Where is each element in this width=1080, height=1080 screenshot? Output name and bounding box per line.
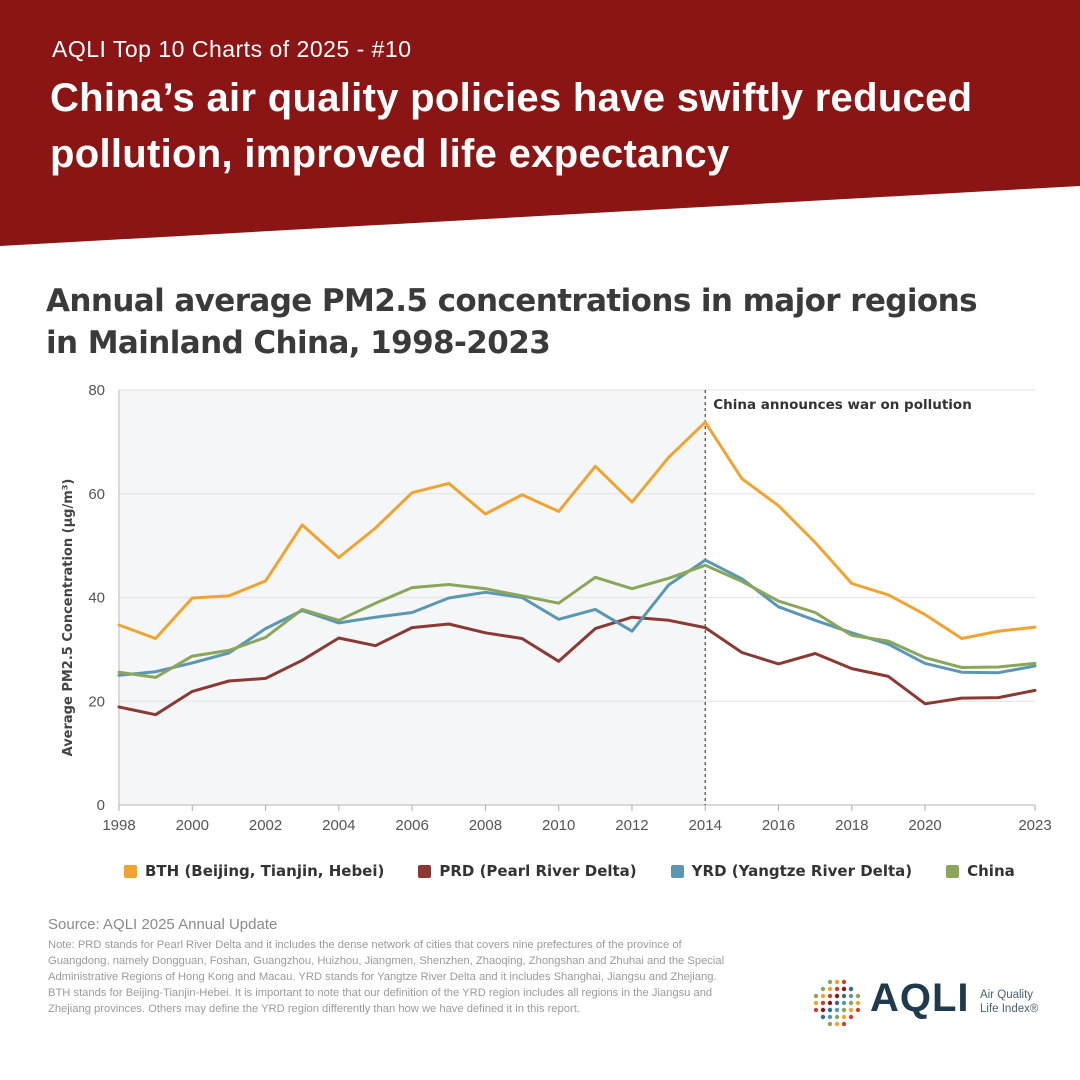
series-line-yrd: [117, 558, 1037, 677]
x-tick-label: 2020: [908, 817, 941, 834]
logo-dot: [827, 1007, 833, 1013]
x-tick-label: 2006: [395, 817, 428, 834]
legend-swatch-prd: [418, 864, 432, 878]
x-tick-label: 2012: [615, 817, 648, 834]
logo-dot: [855, 1000, 861, 1006]
legend-item-yrd: YRD (Yangtze River Delta): [670, 862, 913, 880]
x-tick-label: 2004: [322, 817, 355, 834]
x-tick-label: 2014: [689, 817, 722, 834]
y-tick-label: 20: [88, 693, 105, 710]
x-tick-label: 2010: [542, 817, 575, 834]
banner-headline: China’s air quality policies have swiftl…: [50, 76, 973, 176]
series-line-china: [117, 563, 1037, 679]
logo-dot: [834, 993, 840, 999]
logo-dot: [855, 993, 861, 999]
note-text: Note: PRD stands for Pearl River Delta a…: [48, 939, 725, 1015]
legend-label-prd: PRD (Pearl River Delta): [439, 862, 637, 880]
series-line-bth: [117, 420, 1037, 640]
logo-dot: [820, 1000, 826, 1006]
banner-kicker: AQLI Top 10 Charts of 2025 - #10: [52, 36, 412, 62]
legend-swatch-bth: [124, 864, 137, 878]
legend-item-bth: BTH (Beijing, Tianjin, Hebei): [124, 862, 384, 880]
x-tick-label: 2018: [835, 817, 868, 834]
logo-dot: [834, 979, 840, 985]
logo-dot: [841, 1021, 847, 1027]
legend-label-bth: BTH (Beijing, Tianjin, Hebei): [145, 862, 385, 880]
logo-dot: [848, 1000, 854, 1006]
logo-dot: [834, 1007, 840, 1013]
logo-subtitle: Air Quality Life Index®: [980, 989, 1039, 1015]
chart-title: Annual average PM2.5 concentrations in m…: [46, 283, 978, 361]
logo-dot: [813, 993, 819, 999]
logo-dot: [848, 1007, 854, 1013]
logo-dot: [841, 1000, 847, 1006]
logo-dot: [834, 1021, 840, 1027]
legend-label-china: China: [967, 862, 1015, 880]
source-text: Source: AQLI 2025 Annual Update: [48, 916, 278, 933]
aqli-logo: AQLI Air Quality Life Index®: [808, 972, 1048, 1032]
logo-dot: [841, 986, 847, 992]
logo-dot: [855, 1007, 861, 1013]
logo-dot: [820, 1007, 826, 1013]
legend-swatch-yrd: [670, 864, 684, 878]
logo-dot: [834, 1000, 840, 1006]
logo-dot: [834, 986, 840, 992]
y-tick-label: 80: [88, 382, 105, 399]
logo-dot: [841, 1007, 847, 1013]
logo-dot: [841, 979, 847, 985]
logo-dot: [848, 993, 854, 999]
x-tick-label: 2000: [176, 817, 209, 834]
y-tick-label: 60: [88, 486, 105, 503]
x-tick-label: 1998: [102, 817, 135, 834]
y-axis-label: Average PM2.5 Concentration (µg/m³): [61, 479, 76, 757]
aqli-logo-mark: [813, 979, 861, 1027]
logo-dot: [827, 993, 833, 999]
x-tick-label: 2008: [469, 817, 502, 834]
logo-dot: [827, 1014, 833, 1020]
logo-dot: [834, 1014, 840, 1020]
logo-dot: [827, 986, 833, 992]
x-tick-label: 2016: [762, 817, 795, 834]
header-banner: AQLI Top 10 Charts of 2025 - #10 China’s…: [0, 0, 1080, 250]
logo-dot: [848, 986, 854, 992]
x-tick-label: 2002: [249, 817, 282, 834]
legend-item-prd: PRD (Pearl River Delta): [418, 862, 637, 880]
legend-item-china: China: [946, 862, 1015, 880]
x-tick-label: 2023: [1018, 817, 1051, 834]
logo-dot: [820, 986, 826, 992]
legend-label-yrd: YRD (Yangtze River Delta): [691, 862, 913, 880]
y-tick-label: 40: [88, 590, 105, 607]
logo-dot: [820, 1014, 826, 1020]
logo-wordmark: AQLI: [870, 976, 970, 1020]
logo-dot: [827, 979, 833, 985]
chart-legend: BTH (Beijing, Tianjin, Hebei) PRD (Pearl…: [124, 862, 1049, 880]
line-chart: 0 20 40 60 80 1998 2000 2002 2004 2006 2008 2010 201…: [61, 382, 1052, 834]
logo-dot: [841, 993, 847, 999]
legend-swatch-china: [946, 864, 960, 878]
banner-background: [0, 0, 1080, 246]
logo-dot: [827, 1021, 833, 1027]
logo-dot: [848, 1014, 854, 1020]
logo-dot: [813, 1000, 819, 1006]
annotation-text: China announces war on pollution: [713, 397, 972, 413]
logo-dot: [841, 1014, 847, 1020]
logo-dot: [820, 993, 826, 999]
y-tick-label: 0: [97, 797, 105, 814]
series-line-prd: [117, 615, 1037, 717]
logo-dot: [813, 1007, 819, 1013]
logo-dot: [827, 1000, 833, 1006]
